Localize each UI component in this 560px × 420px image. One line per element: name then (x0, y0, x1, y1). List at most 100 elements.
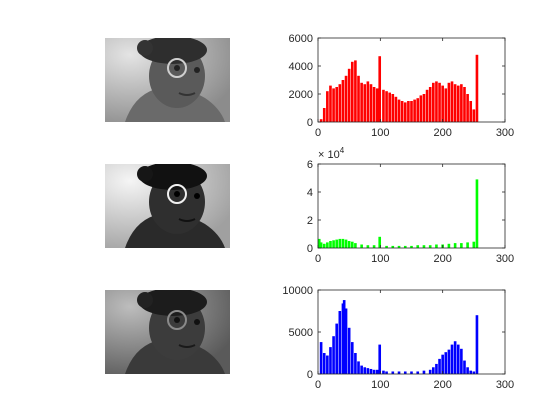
y-tick-label: 10000 (282, 285, 313, 297)
histogram-bar (422, 94, 426, 122)
histogram-bar (375, 88, 379, 122)
histogram-bar (360, 365, 363, 374)
histogram-bar (319, 119, 323, 122)
histogram-bar (388, 92, 391, 122)
x-tick-label: 0 (315, 253, 321, 265)
histogram-bar (413, 99, 416, 122)
histogram-bar (342, 300, 346, 374)
histogram-bar (416, 245, 420, 248)
histogram-bar (435, 81, 438, 122)
histogram-bar (344, 308, 348, 374)
histogram-bar (322, 353, 326, 374)
histogram-bar (369, 84, 373, 122)
histogram-bar (403, 102, 407, 122)
y-tick-label: 4 (307, 187, 313, 199)
histogram-bar (382, 370, 385, 374)
histogram-bar (372, 369, 376, 374)
histogram-bar (369, 368, 373, 374)
x-tick-label: 300 (496, 127, 514, 139)
histogram-bar (391, 245, 395, 248)
green-histogram: 0 100 200 300 0 2 4 6 × 104 (307, 146, 514, 265)
histogram-bar (366, 245, 370, 248)
histogram-bar (463, 87, 466, 122)
x-tick-label: 200 (433, 127, 451, 139)
histogram-bar (403, 245, 407, 248)
histogram-bar (338, 311, 342, 374)
histogram-bar (475, 315, 479, 374)
histogram-bar (472, 109, 476, 122)
histogram-bar (441, 85, 444, 122)
histogram-bar (428, 87, 432, 122)
histogram-bar (460, 84, 463, 122)
histogram-bar (447, 349, 451, 374)
histogram-bar (419, 95, 423, 122)
x-tick-label: 100 (371, 379, 389, 391)
histogram-bar (450, 81, 454, 122)
histogram-bar (338, 238, 342, 248)
histogram-bar (326, 242, 329, 248)
red-histogram: 0 100 200 300 0 2000 4000 6000 (289, 33, 515, 139)
x-tick-label: 0 (315, 379, 321, 391)
blue-channel-image (105, 290, 230, 374)
histogram-bar (332, 336, 335, 374)
histogram-bar (475, 54, 479, 122)
histogram-bar (350, 241, 354, 248)
histogram-bar (366, 81, 370, 122)
histogram-bar (397, 371, 401, 374)
histogram-bar (372, 245, 376, 248)
histogram-bar (378, 56, 382, 123)
x-tick-label: 200 (433, 379, 451, 391)
histogram-bar (432, 367, 435, 374)
histogram-bar (326, 91, 329, 122)
histogram-bar (357, 361, 360, 374)
histogram-bar (317, 238, 321, 248)
histogram-bar (410, 101, 413, 122)
green-channel-image (105, 164, 230, 248)
histogram-bar (354, 60, 357, 122)
histogram-bar (460, 348, 463, 374)
histogram-bar (441, 354, 444, 374)
histogram-bar (372, 87, 376, 122)
x-tick-label: 100 (371, 127, 389, 139)
histogram-bar (463, 360, 466, 374)
y-tick-label: 0 (307, 243, 313, 255)
y-tick-label: 5000 (289, 327, 313, 339)
y-tick-label: 0 (307, 369, 313, 381)
y-tick-label: 6 (307, 159, 313, 171)
histogram-bar (385, 245, 388, 248)
histogram-bar (363, 84, 367, 122)
histogram-bar (344, 75, 348, 122)
histogram-bar (378, 344, 382, 374)
histogram-bar (391, 371, 395, 374)
histogram-bar (378, 236, 382, 248)
histogram-bar (425, 89, 429, 122)
histogram-bar (428, 245, 432, 248)
histogram-bar (341, 238, 345, 248)
histogram-bar (360, 244, 363, 248)
histogram-bar (329, 241, 332, 248)
histogram-bar (469, 101, 473, 122)
histogram-bar (410, 371, 413, 374)
histogram-bar (350, 342, 354, 374)
histogram-bar (435, 363, 438, 374)
histogram-bar (397, 99, 401, 122)
blue-histogram: 0 100 200 300 0 5000 10000 (282, 285, 514, 391)
histogram-bar (332, 240, 335, 248)
histogram-bar (422, 370, 426, 374)
histogram-bar (444, 88, 448, 122)
histogram-bar (453, 243, 457, 248)
x-tick-label: 200 (433, 253, 451, 265)
y-exponent-label: × 104 (318, 146, 345, 161)
histogram-bar (422, 245, 426, 248)
y-tick-label: 2000 (289, 89, 313, 101)
y-tick-label: 2 (307, 215, 313, 227)
histogram-bar (322, 108, 326, 122)
histogram-bar (466, 367, 469, 374)
histogram-bar (338, 84, 342, 122)
histogram-bar (447, 82, 451, 122)
histogram-bar (475, 179, 479, 248)
histogram-bar (326, 355, 329, 374)
histogram-bar (329, 85, 332, 122)
histogram-bar (354, 353, 357, 374)
histogram-bar (354, 243, 357, 248)
